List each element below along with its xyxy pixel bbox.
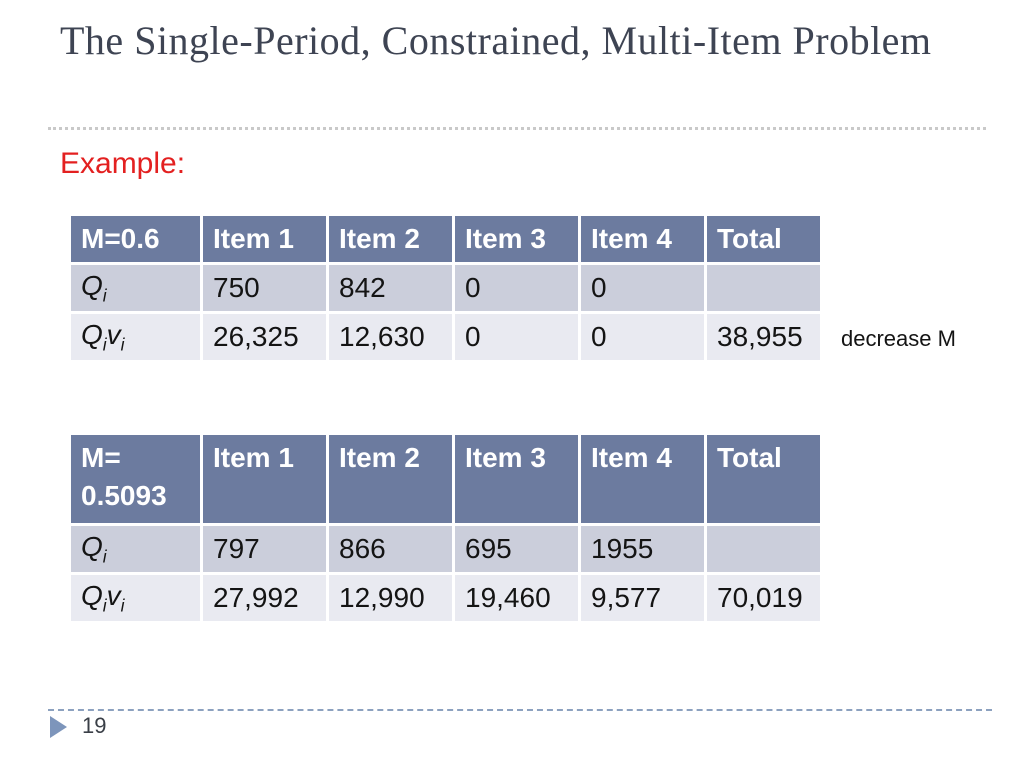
data-cell: 866: [329, 526, 452, 572]
row-label: Qi: [71, 265, 200, 311]
row-label: Qivi: [71, 575, 200, 621]
variable-v: v: [106, 579, 121, 611]
subscript-i: i: [102, 285, 107, 306]
data-cell: [707, 526, 820, 572]
table-header-row: M= 0.5093 Item 1 Item 2 Item 3 Item 4 To…: [71, 435, 820, 523]
variable-v: v: [106, 318, 121, 350]
subscript-i: i: [120, 595, 125, 616]
data-cell: 1955: [581, 526, 704, 572]
header-cell-item2: Item 2: [329, 435, 452, 523]
header-cell-item3: Item 3: [455, 216, 578, 262]
table-row: Qi 797 866 695 1955: [71, 526, 820, 572]
data-cell: 695: [455, 526, 578, 572]
header-cell-m: M=0.6: [71, 216, 200, 262]
table-row: Qivi 26,325 12,630 0 0 38,955: [71, 314, 820, 360]
data-cell: 12,990: [329, 575, 452, 621]
data-cell: 70,019: [707, 575, 820, 621]
page-number: 19: [82, 713, 107, 738]
data-cell: 9,577: [581, 575, 704, 621]
header-cell-total: Total: [707, 435, 820, 523]
data-cell: [707, 265, 820, 311]
example-label: Example:: [60, 147, 186, 180]
title-divider: [48, 127, 986, 130]
header-cell-item1: Item 1: [203, 216, 326, 262]
decrease-m-annotation: decrease M: [841, 326, 956, 351]
data-cell: 27,992: [203, 575, 326, 621]
subscript-i: i: [102, 334, 107, 355]
data-cell: 26,325: [203, 314, 326, 360]
variable-q: Q: [81, 579, 103, 611]
data-cell: 0: [581, 265, 704, 311]
data-cell: 12,630: [329, 314, 452, 360]
row-label: Qi: [71, 526, 200, 572]
table-m-0-5093: M= 0.5093 Item 1 Item 2 Item 3 Item 4 To…: [68, 432, 823, 624]
table-row: Qi 750 842 0 0: [71, 265, 820, 311]
header-cell-item4: Item 4: [581, 216, 704, 262]
data-cell: 750: [203, 265, 326, 311]
data-cell: 38,955: [707, 314, 820, 360]
subscript-i: i: [120, 334, 125, 355]
table-header-row: M=0.6 Item 1 Item 2 Item 3 Item 4 Total: [71, 216, 820, 262]
data-cell: 19,460: [455, 575, 578, 621]
subscript-i: i: [102, 595, 107, 616]
next-arrow-icon: [50, 716, 67, 738]
data-cell: 0: [581, 314, 704, 360]
header-cell-item3: Item 3: [455, 435, 578, 523]
variable-q: Q: [81, 530, 103, 562]
data-cell: 797: [203, 526, 326, 572]
header-cell-item4: Item 4: [581, 435, 704, 523]
header-cell-item2: Item 2: [329, 216, 452, 262]
variable-q: Q: [81, 318, 103, 350]
data-cell: 0: [455, 265, 578, 311]
header-cell-total: Total: [707, 216, 820, 262]
table-m-0-6: M=0.6 Item 1 Item 2 Item 3 Item 4 Total …: [68, 213, 823, 363]
variable-q: Q: [81, 269, 103, 301]
data-cell: 842: [329, 265, 452, 311]
row-label: Qivi: [71, 314, 200, 360]
header-cell-item1: Item 1: [203, 435, 326, 523]
footer-divider: [48, 709, 992, 711]
page-title: The Single-Period, Constrained, Multi-It…: [60, 18, 932, 63]
data-cell: 0: [455, 314, 578, 360]
table-row: Qivi 27,992 12,990 19,460 9,577 70,019: [71, 575, 820, 621]
header-cell-m: M= 0.5093: [71, 435, 200, 523]
subscript-i: i: [102, 546, 107, 567]
